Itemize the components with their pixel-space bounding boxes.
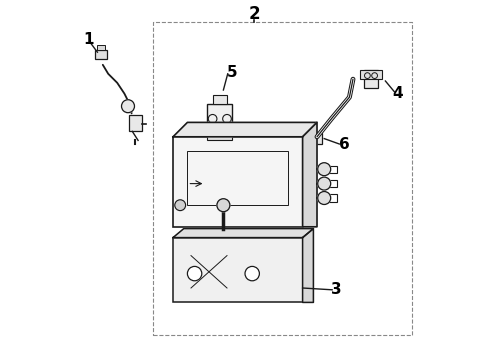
Bar (207, 126, 232, 140)
Circle shape (175, 200, 186, 211)
Text: 2: 2 (248, 5, 260, 23)
Text: 4: 4 (392, 86, 403, 101)
Circle shape (318, 163, 331, 176)
Text: 5: 5 (227, 64, 238, 80)
Bar (187, 151, 288, 205)
Bar (173, 137, 303, 227)
Circle shape (122, 100, 134, 113)
Bar (328, 180, 337, 187)
Bar (97, 45, 105, 50)
Circle shape (318, 177, 331, 190)
Bar (173, 238, 303, 302)
Circle shape (318, 192, 331, 204)
Bar (207, 104, 232, 126)
Circle shape (187, 266, 202, 281)
Bar (364, 70, 378, 88)
Circle shape (245, 266, 259, 281)
Bar (129, 115, 142, 131)
Bar (95, 50, 107, 59)
Bar (213, 95, 227, 104)
Circle shape (217, 199, 230, 212)
Bar (309, 133, 321, 144)
Bar (360, 70, 382, 79)
Text: 6: 6 (339, 136, 349, 152)
Bar (153, 22, 413, 335)
Bar (328, 166, 337, 173)
Polygon shape (173, 229, 314, 238)
Text: 1: 1 (83, 32, 94, 47)
Polygon shape (303, 122, 317, 227)
Text: 3: 3 (332, 282, 342, 297)
Bar (328, 194, 337, 202)
Polygon shape (173, 122, 317, 137)
Polygon shape (303, 229, 314, 302)
